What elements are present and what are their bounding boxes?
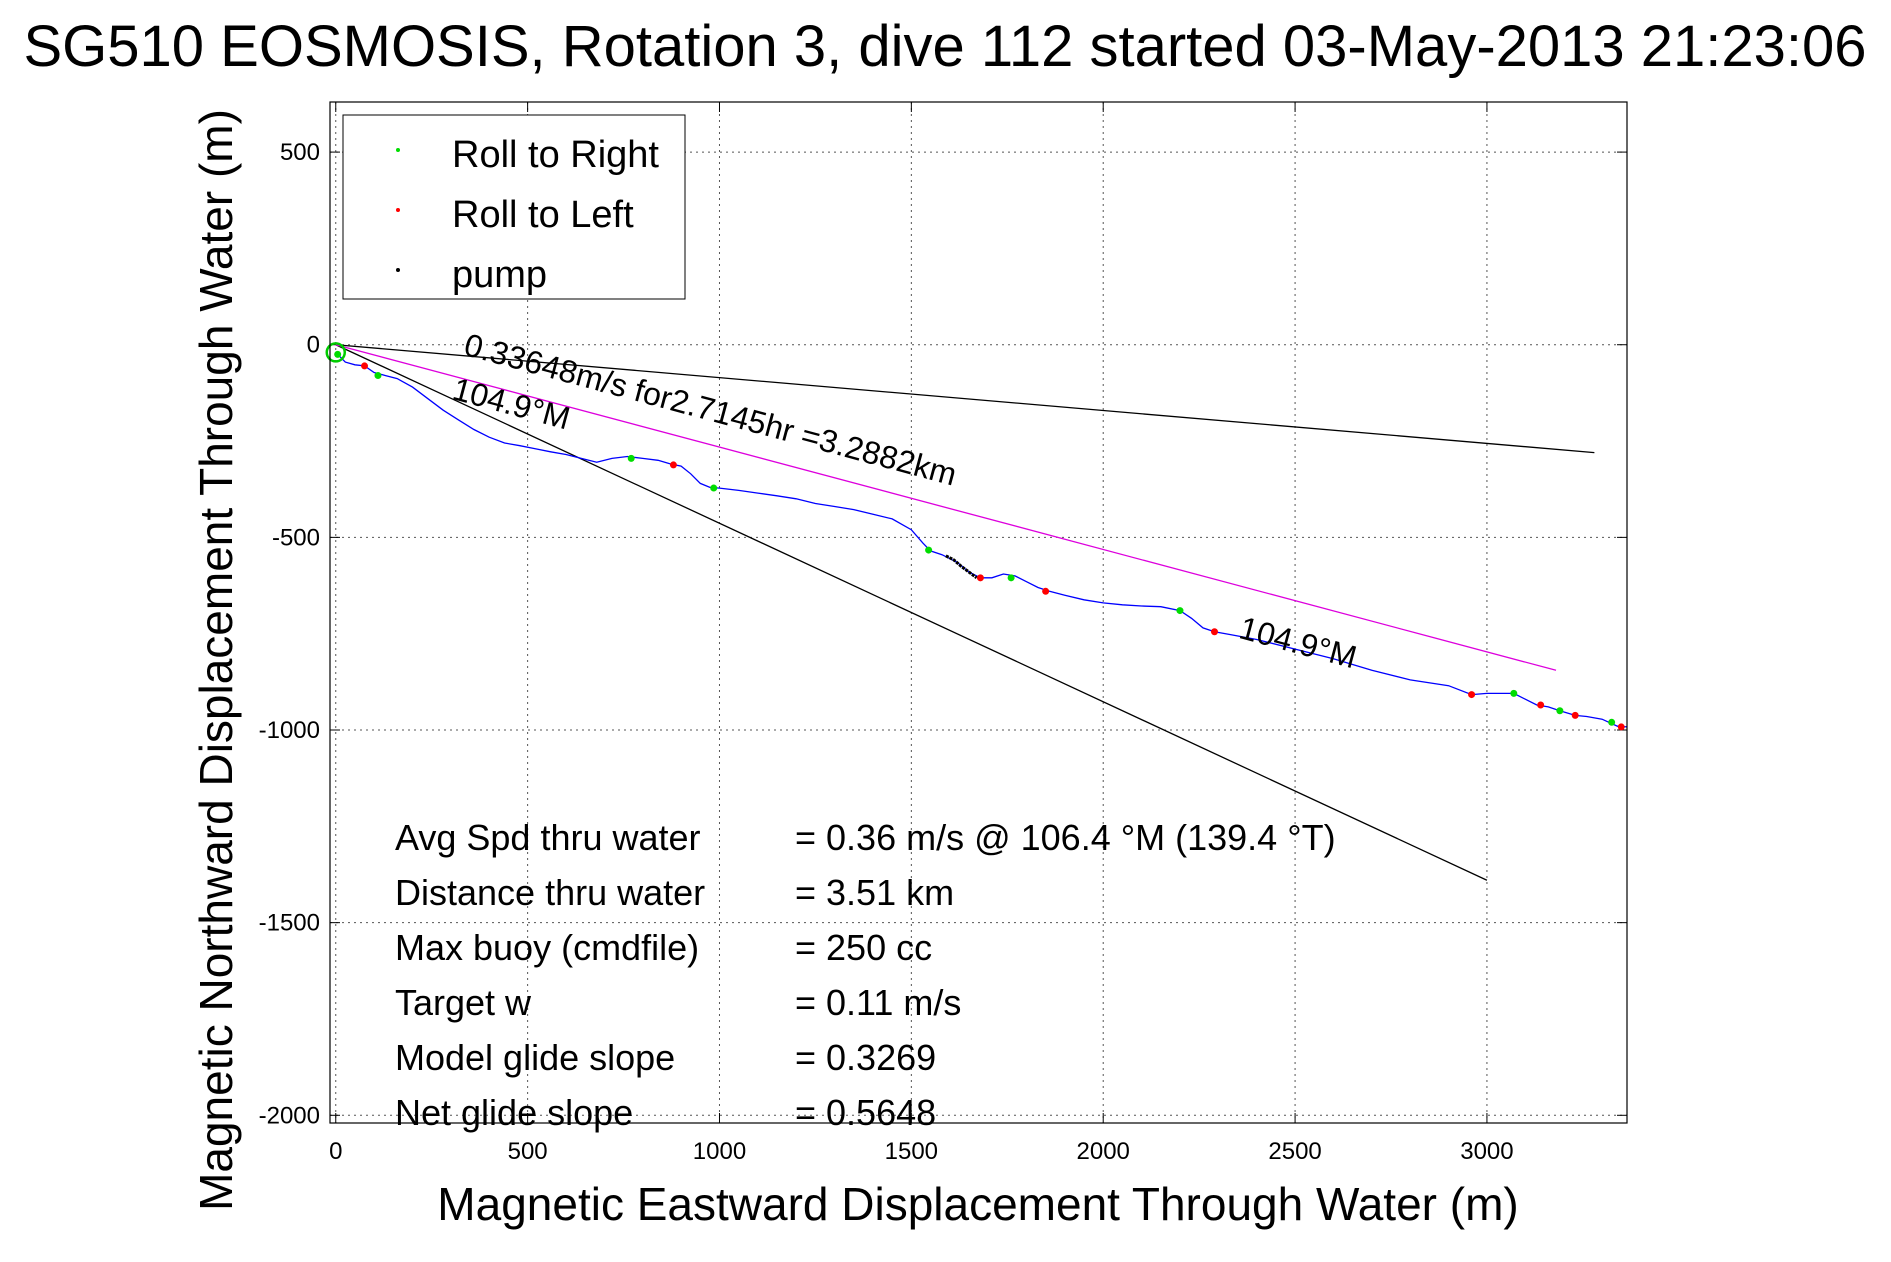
stat-label: Max buoy (cmdfile) [395, 927, 699, 968]
stats-panel: Avg Spd thru water = 0.36 m/s @ 106.4 °M … [395, 817, 1336, 1133]
reference-line [335, 344, 1595, 454]
stat-label: Avg Spd thru water [395, 817, 701, 858]
stat-value: = 250 cc [795, 927, 932, 968]
roll-left-point [1617, 723, 1625, 731]
y-tick-label: -2000 [259, 1102, 320, 1129]
roll-right-point [1510, 689, 1518, 697]
y-tick-label: -1500 [259, 910, 320, 937]
roll-left-point [976, 574, 984, 582]
reference-lines [335, 344, 1595, 881]
roll-right-point [925, 546, 933, 554]
legend-label: pump [452, 254, 547, 296]
roll-left-point [1468, 691, 1476, 699]
track-line [335, 351, 1628, 728]
stat-value: = 0.36 m/s @ 106.4 °M (139.4 °T) [795, 817, 1336, 858]
legend: Roll to Right Roll to Left pump [342, 114, 686, 300]
legend-label: Roll to Right [452, 134, 659, 176]
stat-value: = 0.5648 [795, 1092, 936, 1133]
axis-ticks: 0 500 1000 1500 2000 2500 3000 500 0 -500 -1000 -15… [259, 102, 1627, 1165]
stat-label: Model glide slope [395, 1037, 675, 1078]
reference-line [335, 344, 1557, 671]
roll-right-point [1007, 574, 1015, 582]
stat-label: Net glide slope [395, 1092, 633, 1133]
x-tick-label: 1000 [693, 1138, 746, 1165]
y-tick-label: 500 [280, 139, 320, 166]
pump-segment [945, 554, 978, 579]
x-tick-label: 1500 [885, 1138, 938, 1165]
y-tick-label: 0 [307, 332, 320, 359]
legend-label: Roll to Left [452, 194, 634, 236]
stat-value: = 0.11 m/s [795, 982, 961, 1023]
stat-value: = 0.3269 [795, 1037, 936, 1078]
roll-right-point [334, 350, 342, 358]
roll-right-point [710, 484, 718, 492]
roll-left-point [1571, 711, 1579, 719]
y-tick-label: -1000 [259, 717, 320, 744]
legend-marker [396, 268, 400, 272]
roll-left-point [361, 362, 369, 370]
legend-marker [396, 208, 400, 212]
x-axis-label: Magnetic Eastward Displacement Through W… [437, 1178, 1518, 1230]
x-tick-label: 2500 [1268, 1138, 1321, 1165]
roll-right-point [374, 372, 382, 380]
roll-left-point [1537, 701, 1545, 709]
reference-line [335, 344, 1488, 881]
track-layer [335, 351, 1628, 728]
x-tick-label: 2000 [1077, 1138, 1130, 1165]
stat-label: Distance thru water [395, 872, 705, 913]
plot-frame [329, 101, 1628, 1124]
roll-left-point [669, 461, 677, 469]
stat-value: = 3.51 km [795, 872, 954, 913]
legend-marker [396, 148, 400, 152]
chart-title: SG510 EOSMOSIS, Rotation 3, dive 112 sta… [23, 14, 1866, 79]
y-tick-label: -500 [272, 524, 320, 551]
roll-right-point [627, 454, 635, 462]
stat-label: Target w [395, 982, 532, 1023]
legend-box [342, 114, 686, 300]
roll-right-point [1556, 707, 1564, 715]
marker-layer [325, 342, 1625, 731]
roll-left-point [1042, 587, 1050, 595]
x-tick-label: 500 [508, 1138, 548, 1165]
start-marker [325, 342, 347, 363]
x-tick-label: 0 [329, 1138, 342, 1165]
y-axis-label: Magnetic Northward Displacement Through … [190, 109, 242, 1211]
x-tick-label: 3000 [1460, 1138, 1513, 1165]
roll-left-point [1210, 628, 1218, 636]
roll-right-point [1608, 718, 1616, 726]
roll-right-point [1176, 607, 1184, 615]
